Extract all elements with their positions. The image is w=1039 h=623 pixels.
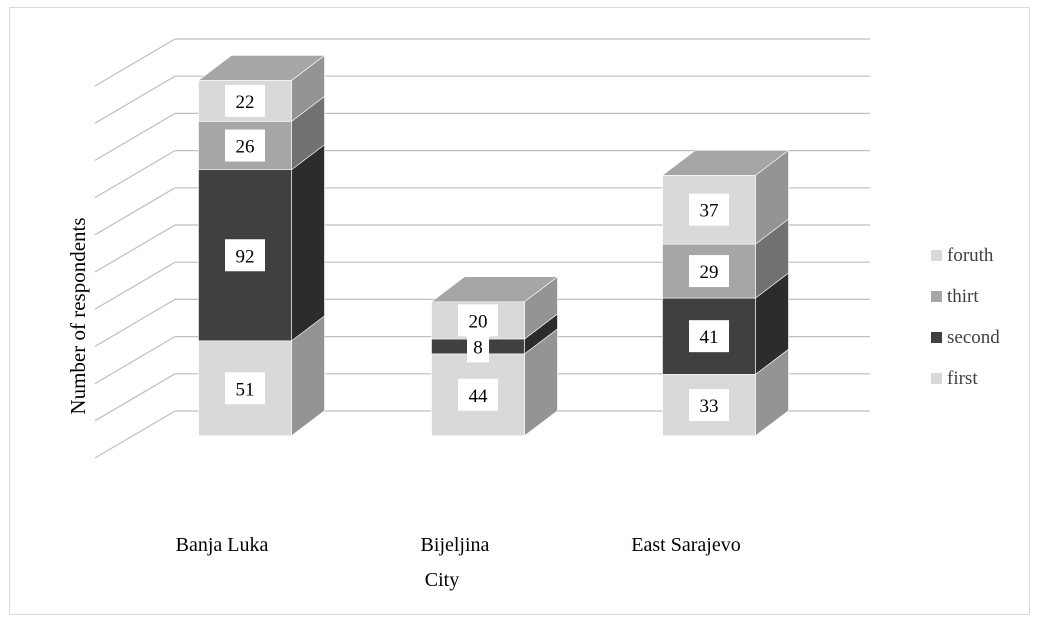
data-label-box — [458, 304, 498, 337]
data-label: 37 — [700, 201, 719, 222]
legend-label-first: first — [947, 368, 978, 389]
gridline-diagonal — [94, 298, 176, 347]
gridline-diagonal — [94, 187, 176, 236]
data-label: 22 — [236, 92, 255, 113]
gridline-diagonal — [94, 38, 176, 87]
gridline-diagonal — [94, 410, 176, 459]
x-tick-label: Bijeljina — [421, 534, 490, 556]
bar-side-second — [291, 144, 325, 342]
bar-top — [197, 55, 326, 81]
bar-top — [430, 276, 559, 303]
gridline-diagonal — [94, 224, 176, 273]
x-tick-label: East Sarajevo — [631, 534, 740, 556]
data-labels: 51 92 26 22 44 8 20 33 41 29 37 — [225, 84, 729, 421]
data-label-box — [225, 84, 265, 117]
data-label-box — [689, 388, 729, 421]
legend-label-thirt: thirt — [947, 286, 979, 307]
data-label-box — [225, 239, 265, 272]
data-label: 51 — [236, 379, 255, 400]
legend: foruth thirt second first — [931, 245, 1000, 389]
chart-svg: 51 92 26 22 44 8 20 33 41 29 37 City Banja Luka Bij… — [66, 38, 1000, 591]
data-label-box — [458, 378, 498, 411]
gridline-diagonal — [94, 373, 176, 422]
data-label: 33 — [700, 396, 719, 417]
data-label-box — [689, 255, 729, 288]
gridline-diagonal — [94, 261, 176, 310]
data-label: 26 — [236, 137, 255, 158]
data-label-box — [689, 320, 729, 353]
legend-label-foruth: foruth — [947, 245, 994, 266]
data-label-box — [689, 193, 729, 226]
data-label: 44 — [469, 386, 489, 407]
data-label: 20 — [469, 311, 488, 332]
legend-swatch-foruth — [931, 250, 942, 261]
y-axis-title: Number of respondents — [66, 217, 90, 414]
chart-area: 51 92 26 22 44 8 20 33 41 29 37 City Banja Luka Bij… — [9, 7, 1030, 615]
legend-swatch-thirt — [931, 291, 942, 302]
x-axis-title: City — [425, 569, 459, 591]
data-label-box — [225, 372, 265, 405]
gridline-diagonal — [94, 150, 176, 199]
data-label: 92 — [236, 246, 255, 267]
data-label: 41 — [700, 327, 719, 348]
gridline-diagonal — [94, 75, 176, 124]
data-label: 29 — [700, 262, 719, 283]
data-label-box — [467, 330, 489, 363]
gridline-diagonal — [94, 336, 176, 385]
x-axis: City Banja Luka Bijeljina East Sarajevo — [176, 534, 741, 591]
legend-swatch-second — [931, 332, 942, 343]
x-tick-label: Banja Luka — [176, 534, 269, 556]
y-axis: Number of respondents — [66, 217, 90, 414]
legend-label-second: second — [947, 327, 1000, 348]
gridline-diagonal — [94, 112, 176, 161]
data-label: 8 — [473, 337, 483, 358]
bars — [197, 54, 790, 437]
legend-swatch-first — [931, 373, 942, 384]
data-label-box — [225, 129, 265, 162]
bar-top — [661, 149, 790, 176]
